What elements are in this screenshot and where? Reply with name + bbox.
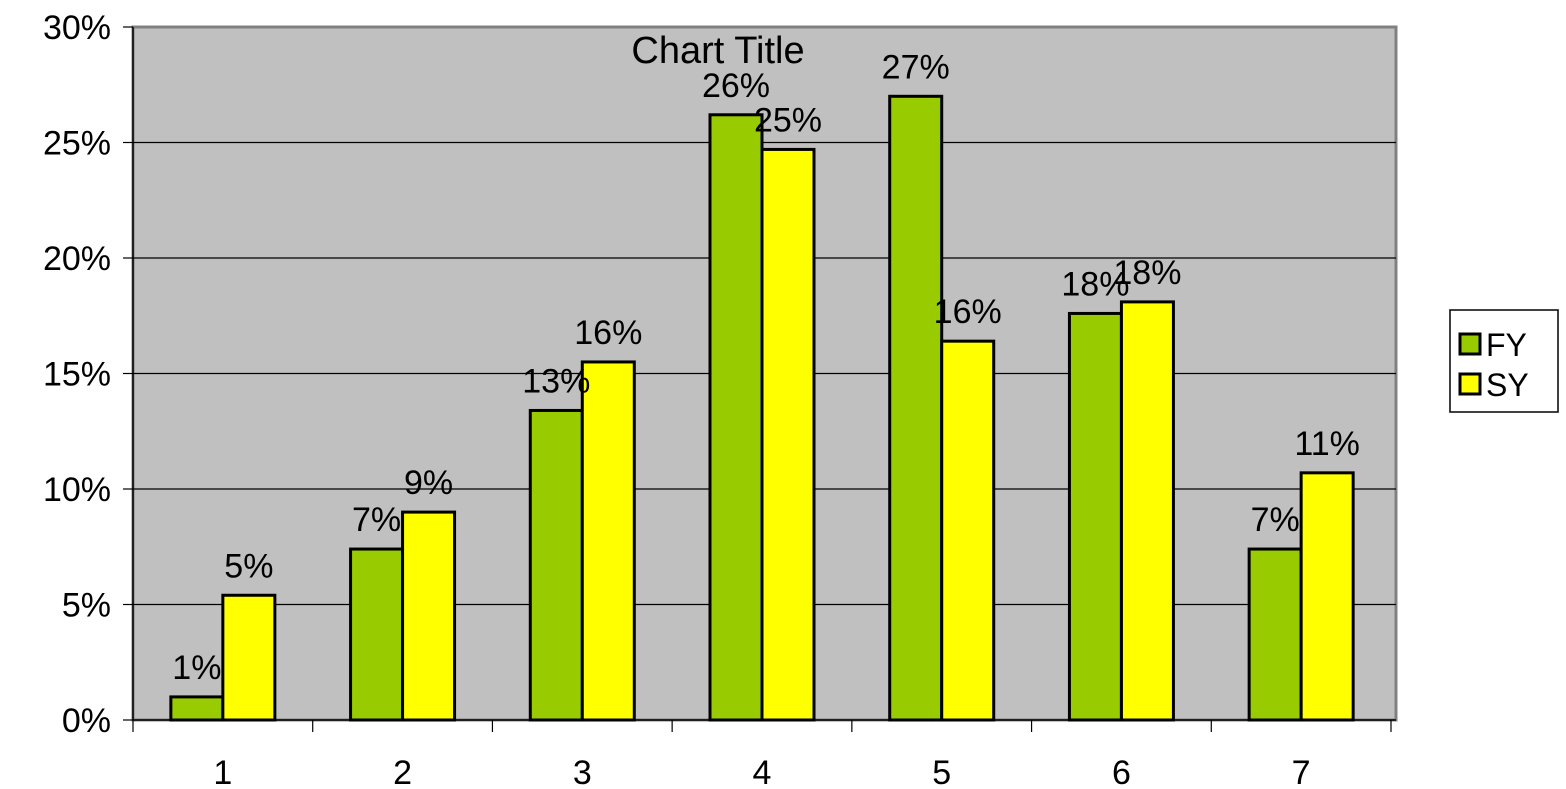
y-tick-label: 20% (43, 240, 111, 278)
data-label-fy: 27% (882, 48, 950, 86)
legend-swatch-fy (1458, 332, 1482, 356)
bar-fy (888, 94, 944, 722)
data-label-fy: 13% (522, 362, 590, 400)
bar-sy (1119, 300, 1175, 722)
data-label-fy: 1% (172, 649, 221, 687)
bar-fy (528, 408, 584, 722)
y-tick-label: 30% (43, 9, 111, 47)
bar-fy (1067, 311, 1123, 722)
legend: FY SY (1449, 309, 1559, 413)
data-label-sy: 16% (574, 314, 642, 352)
axes: 0% 5% 10% 15% 20% 25% 30% 1 2 3 4 5 6 7 (43, 9, 1396, 789)
bar-sy (580, 360, 636, 722)
y-tick-label: 25% (43, 125, 111, 163)
data-labels: 1%5%7%9%13%16%26%25%27%16%18%18%7%11% (172, 48, 1360, 687)
legend-label-sy: SY (1486, 367, 1529, 403)
data-label-fy: 7% (352, 501, 401, 539)
x-tick-label: 4 (753, 754, 772, 789)
legend-label-fy: FY (1486, 327, 1527, 363)
y-tick-label: 10% (43, 471, 111, 509)
data-label-sy: 11% (1294, 425, 1360, 463)
data-label-sy: 5% (224, 547, 273, 585)
data-label-fy: 26% (702, 67, 770, 105)
data-label-sy: 18% (1113, 254, 1181, 292)
bars (169, 94, 1355, 722)
x-tick-label: 7 (1292, 754, 1311, 789)
bar-sy (401, 510, 457, 722)
y-tick-label: 5% (62, 587, 111, 625)
x-tick-label: 1 (213, 754, 232, 789)
chart-title: Chart Title (631, 30, 804, 72)
x-tick-label: 2 (393, 754, 412, 789)
x-tick-label: 3 (573, 754, 592, 789)
bar-sy (940, 339, 996, 722)
data-label-fy: 18% (1061, 265, 1129, 303)
data-label-sy: 9% (404, 464, 453, 502)
y-tick-label: 15% (43, 356, 111, 394)
legend-swatch-sy (1458, 372, 1482, 396)
data-label-sy: 25% (754, 101, 822, 139)
data-label-fy: 7% (1251, 501, 1300, 539)
bar-fy (1247, 547, 1303, 722)
y-tick-label: 0% (62, 702, 111, 740)
bar-sy (760, 147, 816, 722)
bar-sy (221, 593, 277, 722)
x-tick-label: 5 (932, 754, 951, 789)
bar-fy (349, 547, 405, 722)
x-tick-label: 6 (1112, 754, 1131, 789)
bar-fy (169, 695, 225, 722)
bar-fy (708, 113, 764, 722)
data-label-sy: 16% (934, 293, 1002, 331)
bar-sy (1299, 471, 1355, 722)
